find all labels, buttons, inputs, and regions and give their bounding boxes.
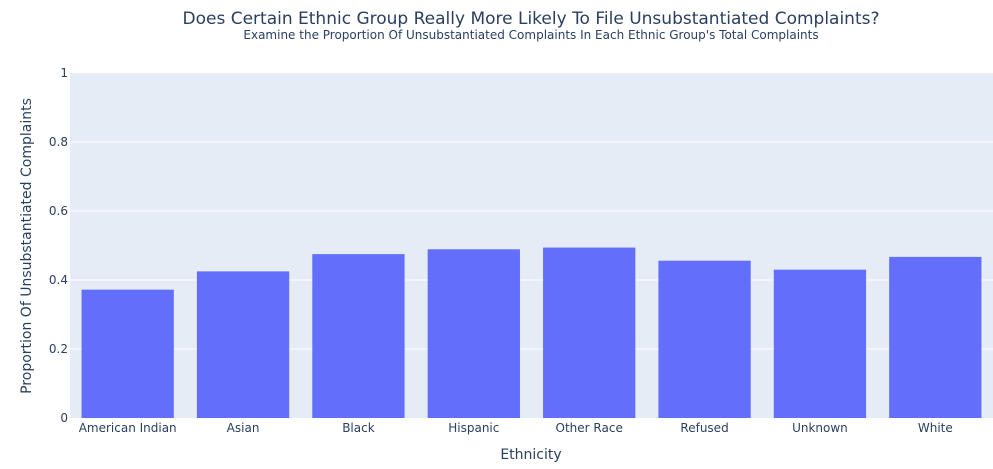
x-tick-label: Unknown xyxy=(792,421,848,435)
x-tick-label: Refused xyxy=(680,421,728,435)
y-tick-label: 0.2 xyxy=(49,342,68,356)
x-tick-label: Other Race xyxy=(556,421,623,435)
y-axis-ticks: 0 0.2 0.4 0.6 0.8 1 xyxy=(49,66,68,425)
x-axis-ticks: American Indian Asian Black Hispanic Other R… xyxy=(79,421,953,435)
bar[interactable] xyxy=(81,289,174,418)
bar[interactable] xyxy=(312,254,405,418)
y-axis-label: Proportion Of Unsubstantiated Complaints xyxy=(19,98,35,394)
x-tick-label: Asian xyxy=(227,421,260,435)
y-tick-label: 0.8 xyxy=(49,135,68,149)
x-axis-label: Ethnicity xyxy=(500,447,561,463)
chart-title: Does Certain Ethnic Group Really More Li… xyxy=(183,9,880,29)
bar[interactable] xyxy=(658,260,751,418)
bar[interactable] xyxy=(889,256,982,418)
bar[interactable] xyxy=(773,269,867,418)
y-tick-label: 0.6 xyxy=(49,204,68,218)
chart-subtitle: Examine the Proportion Of Unsubstantiate… xyxy=(243,28,818,42)
x-tick-label: American Indian xyxy=(79,421,177,435)
bar[interactable] xyxy=(196,271,290,418)
y-tick-label: 1 xyxy=(60,66,68,80)
bar[interactable] xyxy=(543,247,636,418)
y-tick-label: 0 xyxy=(60,411,68,425)
y-tick-label: 0.4 xyxy=(49,273,68,287)
x-tick-label: Black xyxy=(342,421,375,435)
bar[interactable] xyxy=(427,249,520,418)
x-tick-label: Hispanic xyxy=(448,421,499,435)
x-tick-label: White xyxy=(918,421,953,435)
bars xyxy=(81,247,982,418)
